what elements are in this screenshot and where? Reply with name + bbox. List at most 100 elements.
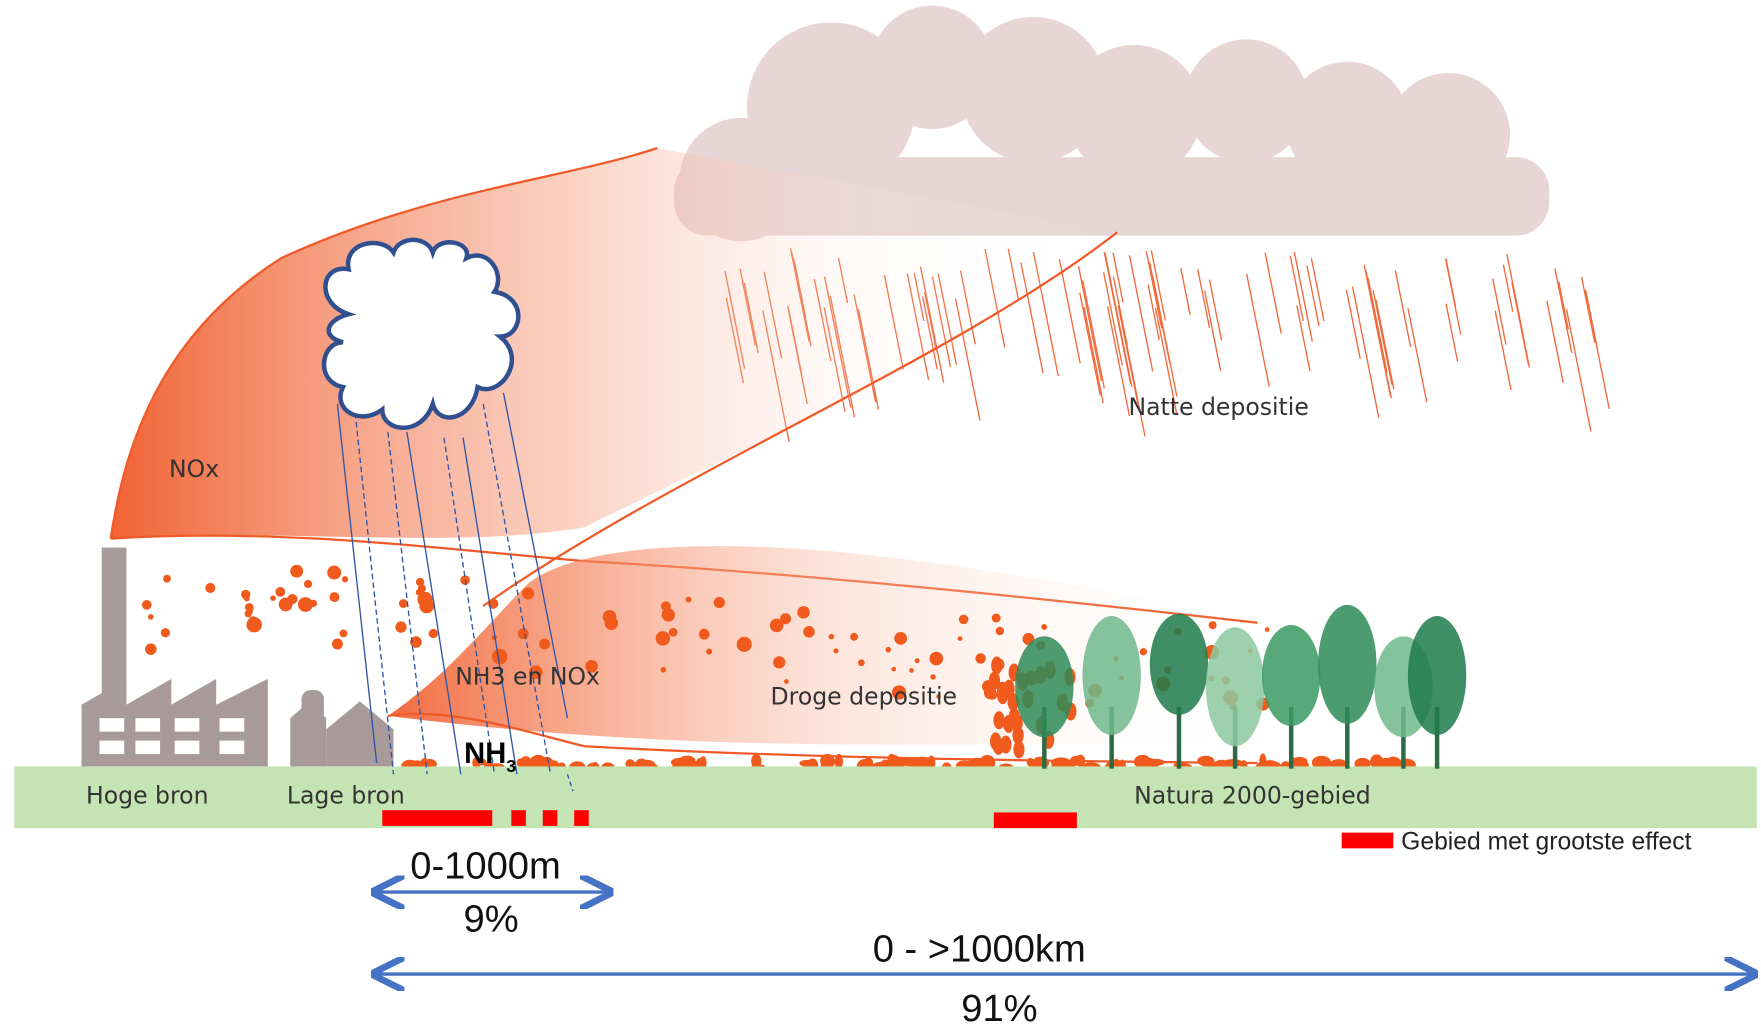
- particle: [148, 614, 154, 620]
- particle: [993, 737, 1004, 755]
- particle: [997, 686, 1008, 704]
- rain-streak: [1297, 305, 1310, 371]
- nh3-sub: 3: [506, 756, 516, 776]
- particle: [419, 598, 434, 613]
- rain-streak: [1366, 270, 1392, 398]
- rain-streak: [1586, 291, 1598, 350]
- rain-streak: [1247, 274, 1270, 387]
- particle: [671, 758, 689, 767]
- particle: [1259, 754, 1266, 769]
- rain-streak: [1083, 280, 1105, 388]
- particle: [891, 667, 896, 672]
- rain-streak: [1113, 253, 1123, 302]
- particle: [1148, 759, 1164, 766]
- particle: [662, 608, 675, 621]
- rain-streak: [1148, 285, 1159, 340]
- tree-crown: [1150, 614, 1208, 715]
- particle: [287, 594, 297, 604]
- rain-streak: [1547, 301, 1563, 383]
- particle: [399, 599, 408, 608]
- particle: [989, 672, 1000, 690]
- particle: [329, 592, 339, 602]
- particle: [1209, 621, 1217, 629]
- tree-crown: [1015, 636, 1073, 737]
- ground: [14, 766, 1757, 828]
- scale-label: 0-1000m: [410, 845, 561, 888]
- rain-streak: [1408, 308, 1427, 402]
- rain-streak: [1555, 269, 1572, 353]
- rain-streak: [1150, 262, 1170, 363]
- rain-streak: [1566, 309, 1590, 431]
- rain-streak: [1181, 268, 1190, 315]
- rain-streak: [1495, 311, 1511, 390]
- particle: [304, 580, 312, 588]
- tree-crown: [1206, 627, 1264, 746]
- rain-streak: [1373, 290, 1392, 385]
- particle: [958, 636, 963, 641]
- particle: [275, 587, 285, 597]
- rain-streak: [1368, 278, 1387, 373]
- particle: [1013, 740, 1024, 758]
- rain-streak: [1078, 266, 1101, 381]
- particle: [996, 627, 1004, 635]
- particle: [915, 658, 920, 663]
- legend-swatch: [1342, 833, 1394, 849]
- particle: [669, 628, 678, 637]
- particle: [829, 634, 834, 639]
- particle: [820, 754, 835, 768]
- particle: [429, 629, 438, 638]
- rain-streak: [1294, 252, 1312, 342]
- particle: [992, 614, 1001, 623]
- particle: [1140, 648, 1147, 655]
- particle: [929, 652, 943, 666]
- rain-streak: [1353, 286, 1379, 417]
- label: Natte depositie: [1128, 393, 1308, 421]
- particle: [416, 589, 422, 595]
- particle: [244, 596, 249, 601]
- particle: [310, 600, 317, 607]
- particle: [340, 629, 348, 637]
- diagram: NOx NH3 en NOx Droge depositie Natte dep…: [0, 0, 1761, 1029]
- scale-label: 9%: [464, 897, 519, 940]
- rain-streak: [1307, 266, 1319, 326]
- particle: [706, 649, 712, 655]
- nox-plume: [111, 148, 1118, 539]
- rain-streak: [1209, 280, 1221, 341]
- particle: [342, 576, 348, 582]
- particle: [518, 628, 529, 639]
- tree-crown: [1082, 616, 1140, 735]
- label: NH3 en NOx: [455, 663, 600, 691]
- particle: [858, 659, 865, 666]
- particle: [699, 629, 710, 640]
- particle: [142, 600, 152, 610]
- rain-streak: [1205, 291, 1221, 371]
- label: NOx: [169, 455, 219, 483]
- rain-streak: [1265, 253, 1281, 334]
- particle: [327, 566, 341, 580]
- label: Hoge bron: [86, 781, 208, 809]
- rain-streak: [1311, 258, 1324, 321]
- particle: [737, 637, 752, 652]
- label: Natura 2000-gebied: [1134, 781, 1371, 809]
- particle: [714, 597, 725, 608]
- rain-streak: [1559, 282, 1569, 330]
- particle: [770, 619, 784, 633]
- particle: [605, 617, 618, 630]
- rain-streak: [1198, 269, 1210, 328]
- particle: [991, 656, 1002, 674]
- particle: [993, 711, 1004, 729]
- legend-label: Gebied met grootste effect: [1401, 828, 1691, 855]
- tree-crown: [1262, 625, 1320, 726]
- particle: [539, 639, 550, 650]
- particle: [803, 626, 815, 638]
- rain-streak: [1376, 300, 1394, 390]
- rain-streak: [1080, 293, 1101, 396]
- rain-streak: [1129, 255, 1152, 371]
- particle: [886, 647, 892, 653]
- rain-streak: [1346, 290, 1360, 359]
- particle: [522, 587, 534, 599]
- particle: [1041, 624, 1047, 630]
- particle: [833, 648, 838, 653]
- rain-streak: [1503, 265, 1512, 312]
- particle: [1265, 627, 1270, 632]
